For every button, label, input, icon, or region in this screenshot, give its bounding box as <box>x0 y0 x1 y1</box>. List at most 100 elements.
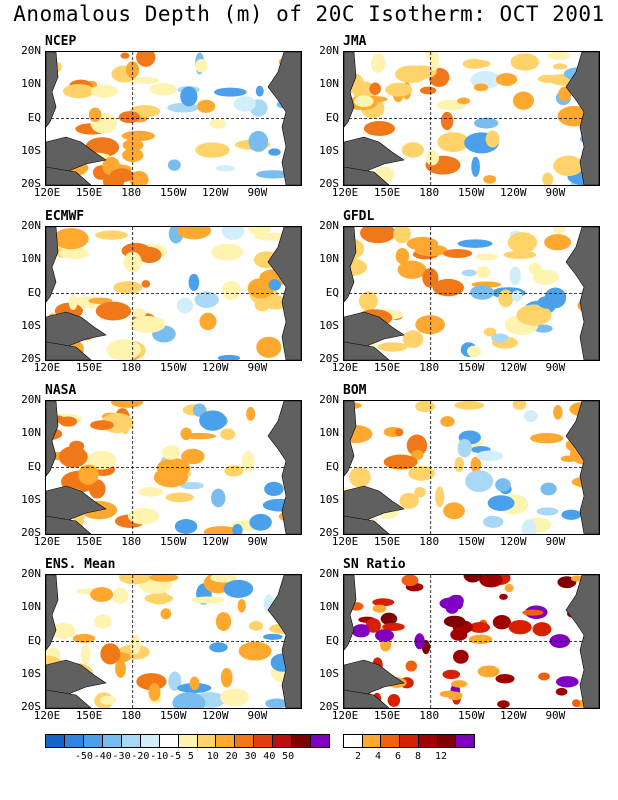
latitude-label: 10N <box>319 600 339 614</box>
anomaly-patch <box>220 428 236 440</box>
anomaly-patch <box>256 336 282 358</box>
colorbar-label: 5 <box>187 751 194 762</box>
anomaly-patch <box>401 575 419 587</box>
anomaly-patch <box>249 513 272 531</box>
anomaly-patch <box>209 118 227 129</box>
anomaly-patch <box>533 324 553 333</box>
anomaly-patch <box>194 291 219 308</box>
anomaly-patch <box>374 629 395 642</box>
anomaly-patch <box>522 609 544 616</box>
longitude-label: 90W <box>545 361 566 374</box>
colorbar-swatch <box>292 735 312 747</box>
longitude-label: 90W <box>545 709 566 722</box>
anomaly-patch <box>188 273 200 292</box>
anomaly-patch <box>68 294 78 311</box>
longitude-label: 120E <box>33 709 61 722</box>
anomaly-patch <box>503 250 537 259</box>
anomaly-patch <box>195 142 230 158</box>
anomaly-patch <box>122 139 144 152</box>
longitude-label: 150W <box>159 186 187 199</box>
anomaly-patch <box>380 612 398 625</box>
longitude-label: 150E <box>373 361 401 374</box>
latitude-label: 20S <box>319 526 339 539</box>
landmass <box>46 341 92 360</box>
anomaly-patch <box>454 401 484 410</box>
anomaly-patch <box>504 583 514 593</box>
longitude-label: 180 <box>419 186 440 199</box>
colorbar-label: 20 <box>225 751 238 762</box>
anomaly-patch <box>112 587 129 604</box>
anomaly-patch <box>476 266 491 279</box>
colorbar-swatch <box>64 735 84 747</box>
anomaly-patch <box>177 227 212 240</box>
landmass <box>565 52 599 185</box>
anomaly-patch <box>148 683 161 702</box>
map-canvas <box>46 401 301 534</box>
anomaly-patch <box>180 482 204 490</box>
latitude-label: EQ <box>325 459 339 473</box>
latitude-label: 10N <box>21 77 41 91</box>
longitude-label: 120W <box>202 361 229 374</box>
anomaly-patch <box>144 593 173 604</box>
anomaly-patch <box>395 428 404 437</box>
anomaly-patch <box>58 446 88 468</box>
anomaly-patch <box>160 608 172 620</box>
anomaly-patch <box>181 448 205 465</box>
longitude-label: 150W <box>457 535 485 548</box>
anomaly-patch <box>549 634 571 649</box>
panel-title: ECMWF <box>45 209 85 224</box>
landmass <box>46 401 59 477</box>
anomaly-patch <box>167 103 199 113</box>
anomaly-patch <box>447 691 463 701</box>
anomaly-patch <box>394 65 428 83</box>
anomaly-patch <box>199 410 227 431</box>
anomaly-patch <box>131 308 147 318</box>
latitude-label: 10S <box>319 318 339 332</box>
map-canvas <box>46 227 301 360</box>
latitude-label: 10S <box>21 143 41 157</box>
colorbar-swatch <box>344 735 363 747</box>
anomaly-patch <box>127 507 159 525</box>
anomaly-patch <box>397 260 427 279</box>
anomaly-patch <box>521 519 537 534</box>
anomaly-patch <box>370 53 386 74</box>
colorbar-swatch <box>102 735 122 747</box>
anomaly-patch <box>360 227 396 244</box>
latitude-label: 10N <box>21 600 41 614</box>
anomaly-patch <box>248 130 269 152</box>
anomaly-patch <box>237 599 246 613</box>
anomaly-patch <box>136 673 167 691</box>
map-panel <box>45 226 302 361</box>
panel-title: NCEP <box>45 34 77 49</box>
anomaly-patch <box>443 502 465 520</box>
anomaly-patch <box>224 465 244 477</box>
colorbar-label: -5 <box>169 751 182 762</box>
anomaly-patch <box>59 247 90 259</box>
anomaly-patch <box>560 455 577 463</box>
colorbar-label: -50 <box>74 751 93 762</box>
colorbar-label: 10 <box>206 751 219 762</box>
anomaly-patch <box>211 243 244 261</box>
anomaly-patch <box>220 667 233 688</box>
anomaly-patch <box>129 634 141 655</box>
latitude-label: 10N <box>319 77 339 91</box>
anomaly-patch <box>537 296 557 309</box>
colorbar-swatch <box>83 735 103 747</box>
anomaly-patch <box>442 669 461 680</box>
anomaly-patch <box>165 492 194 503</box>
anomaly-patch <box>495 478 511 492</box>
landmass <box>344 52 357 128</box>
anomaly-patch <box>72 633 96 643</box>
anomaly-patch <box>372 604 387 613</box>
anomaly-patch <box>118 575 151 585</box>
anomaly-patch <box>382 622 405 631</box>
anomaly-patch <box>425 149 440 166</box>
anomaly-patch <box>262 633 283 640</box>
colorbar-swatch <box>235 735 255 747</box>
anomaly-patch <box>209 642 228 653</box>
anomaly-patch <box>90 587 114 602</box>
anomaly-patch <box>51 622 76 639</box>
latitude-label: 10N <box>21 252 41 266</box>
longitude-label: 120W <box>500 186 527 199</box>
anomaly-patch <box>542 172 554 185</box>
